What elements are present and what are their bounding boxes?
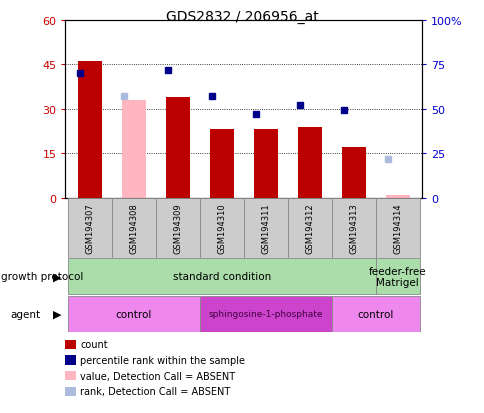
FancyBboxPatch shape xyxy=(243,198,287,258)
Bar xyxy=(68,259,375,294)
Text: sphingosine-1-phosphate: sphingosine-1-phosphate xyxy=(208,309,322,318)
Text: GDS2832 / 206956_at: GDS2832 / 206956_at xyxy=(166,10,318,24)
Text: GSM194309: GSM194309 xyxy=(173,203,182,254)
Bar xyxy=(77,62,102,198)
Text: ▶: ▶ xyxy=(53,272,61,282)
Text: GSM194310: GSM194310 xyxy=(217,203,226,254)
Bar xyxy=(331,296,419,332)
Text: count: count xyxy=(80,339,107,349)
Bar xyxy=(253,130,277,198)
Bar xyxy=(341,148,365,198)
FancyBboxPatch shape xyxy=(375,198,419,258)
Bar xyxy=(165,97,189,198)
FancyBboxPatch shape xyxy=(331,198,375,258)
Bar xyxy=(375,259,419,294)
Bar xyxy=(209,130,233,198)
Text: control: control xyxy=(357,309,393,319)
FancyBboxPatch shape xyxy=(155,198,199,258)
Text: GSM194307: GSM194307 xyxy=(85,203,94,254)
Bar xyxy=(199,296,331,332)
Text: value, Detection Call = ABSENT: value, Detection Call = ABSENT xyxy=(80,371,235,381)
Text: GSM194308: GSM194308 xyxy=(129,203,138,254)
Text: standard condition: standard condition xyxy=(172,272,270,282)
Text: GSM194312: GSM194312 xyxy=(304,203,314,254)
FancyBboxPatch shape xyxy=(111,198,155,258)
Text: GSM194311: GSM194311 xyxy=(261,203,270,254)
Text: percentile rank within the sample: percentile rank within the sample xyxy=(80,355,244,365)
Text: agent: agent xyxy=(11,309,41,319)
Text: growth protocol: growth protocol xyxy=(1,272,83,282)
FancyBboxPatch shape xyxy=(287,198,331,258)
Bar xyxy=(121,100,146,198)
Bar xyxy=(297,127,321,198)
Text: control: control xyxy=(115,309,151,319)
Text: ▶: ▶ xyxy=(53,309,61,319)
FancyBboxPatch shape xyxy=(199,198,243,258)
Bar xyxy=(68,296,199,332)
Text: rank, Detection Call = ABSENT: rank, Detection Call = ABSENT xyxy=(80,387,230,396)
Bar xyxy=(385,195,409,198)
FancyBboxPatch shape xyxy=(68,198,111,258)
Text: GSM194314: GSM194314 xyxy=(393,203,401,254)
Text: feeder-free
Matrigel: feeder-free Matrigel xyxy=(368,266,425,287)
Text: GSM194313: GSM194313 xyxy=(348,203,358,254)
